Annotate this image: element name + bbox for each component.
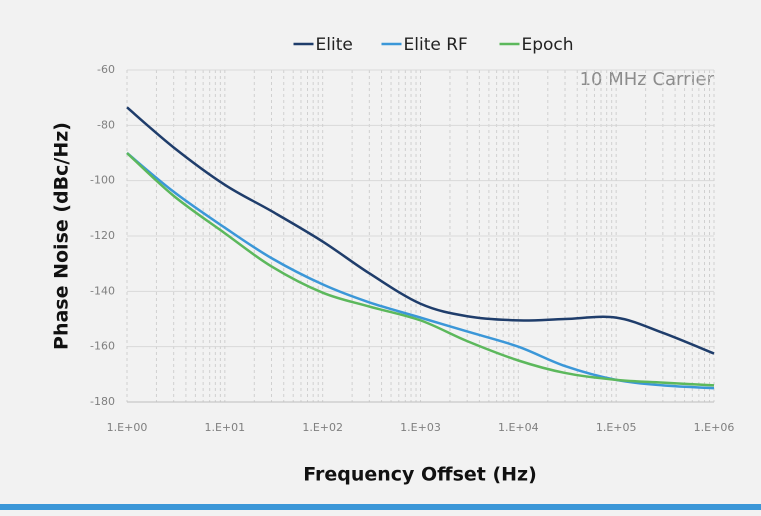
y-axis-title: Phase Noise (dBc/Hz) — [51, 122, 73, 350]
y-tick-label: -120 — [90, 229, 115, 242]
legend-label: Epoch — [522, 35, 574, 55]
annotation: 10 MHz Carrier — [580, 69, 715, 90]
x-tick-label: 1.E+01 — [204, 421, 245, 434]
y-tick-label: -100 — [90, 174, 115, 187]
y-tick-label: -80 — [97, 118, 115, 131]
y-tick-label: -140 — [90, 284, 115, 297]
x-tick-label: 1.E+04 — [498, 421, 539, 434]
x-tick-label: 1.E+00 — [107, 421, 148, 434]
y-tick-label: -160 — [90, 340, 115, 353]
legend-label: Elite — [316, 35, 353, 55]
x-tick-label: 1.E+02 — [302, 421, 343, 434]
x-tick-label: 1.E+05 — [596, 421, 637, 434]
series-line — [126, 152, 715, 387]
legend-label: Elite RF — [404, 35, 468, 55]
y-tick-label: -180 — [90, 395, 115, 408]
x-tick-label: 1.E+06 — [694, 421, 735, 434]
y-tick-label: -60 — [97, 63, 115, 76]
series-line — [126, 106, 715, 355]
x-tick-label: 1.E+03 — [400, 421, 441, 434]
x-axis-title: Frequency Offset (Hz) — [303, 464, 537, 486]
bottom-bar — [0, 504, 761, 510]
